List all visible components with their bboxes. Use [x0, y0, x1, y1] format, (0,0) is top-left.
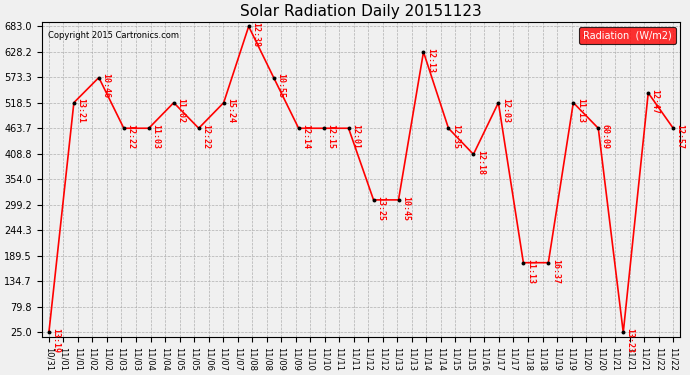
Point [168, 100, 179, 106]
Point [343, 125, 354, 131]
Text: 12:13: 12:13 [426, 48, 435, 73]
Point [468, 151, 479, 157]
Point [543, 260, 554, 266]
Text: 10:55: 10:55 [276, 74, 285, 98]
Legend: Radiation  (W/m2): Radiation (W/m2) [579, 27, 676, 44]
Point [393, 197, 404, 203]
Text: 13:25: 13:25 [376, 196, 385, 221]
Text: 12:22: 12:22 [126, 124, 135, 149]
Text: 12:03: 12:03 [501, 99, 510, 123]
Text: 10:45: 10:45 [401, 196, 410, 221]
Point [193, 125, 204, 131]
Text: 16:37: 16:37 [551, 258, 560, 284]
Text: 12:38: 12:38 [251, 22, 260, 47]
Point [668, 125, 679, 131]
Point [144, 125, 155, 131]
Text: 12:14: 12:14 [301, 124, 310, 149]
Text: 12:35: 12:35 [451, 124, 460, 149]
Point [443, 125, 454, 131]
Point [293, 125, 304, 131]
Text: Copyright 2015 Cartronics.com: Copyright 2015 Cartronics.com [48, 31, 179, 40]
Text: 11:02: 11:02 [176, 99, 185, 123]
Text: 10:46: 10:46 [101, 74, 110, 98]
Text: 12:47: 12:47 [651, 89, 660, 114]
Point [493, 100, 504, 106]
Point [318, 125, 329, 131]
Point [642, 90, 653, 96]
Text: 11:13: 11:13 [526, 258, 535, 284]
Point [93, 75, 104, 81]
Text: 12:22: 12:22 [201, 124, 210, 149]
Point [118, 125, 129, 131]
Point [268, 75, 279, 81]
Point [218, 100, 229, 106]
Title: Solar Radiation Daily 20151123: Solar Radiation Daily 20151123 [240, 4, 482, 19]
Text: 13:19: 13:19 [51, 328, 60, 353]
Text: 12:15: 12:15 [326, 124, 335, 149]
Text: 60:09: 60:09 [601, 124, 610, 149]
Text: 15:24: 15:24 [226, 99, 235, 123]
Text: 12:01: 12:01 [351, 124, 360, 149]
Text: 11:03: 11:03 [151, 124, 160, 149]
Text: 13:23: 13:23 [626, 328, 635, 353]
Point [618, 330, 629, 336]
Point [518, 260, 529, 266]
Point [593, 125, 604, 131]
Point [43, 330, 55, 336]
Point [68, 100, 79, 106]
Text: 13:21: 13:21 [77, 99, 86, 123]
Text: 11:13: 11:13 [575, 99, 584, 123]
Point [368, 197, 379, 203]
Text: 12:57: 12:57 [676, 124, 684, 149]
Point [418, 49, 429, 55]
Point [243, 23, 254, 29]
Point [568, 100, 579, 106]
Text: 12:18: 12:18 [476, 150, 485, 175]
